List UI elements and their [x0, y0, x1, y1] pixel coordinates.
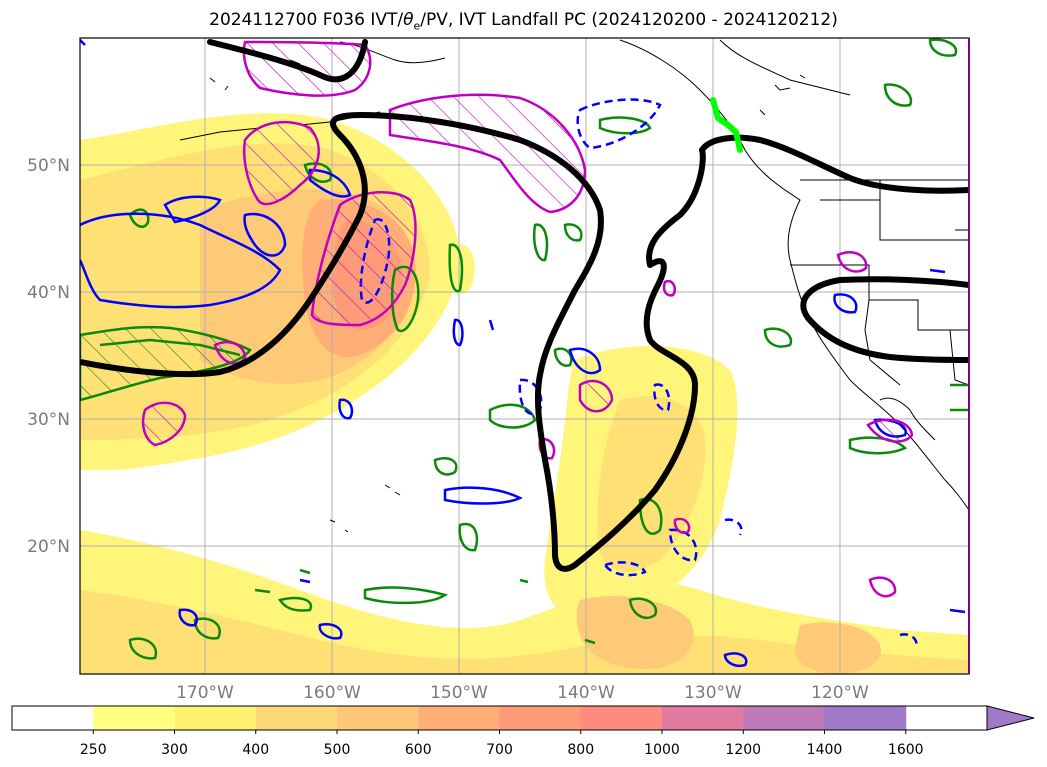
lat-label: 40°N	[27, 283, 70, 303]
colorbar-swatch	[337, 706, 419, 730]
lon-label: 170°W	[176, 683, 234, 703]
lat-label: 30°N	[27, 410, 70, 430]
colorbar-swatch	[499, 706, 582, 730]
colorbar-swatch	[743, 706, 825, 730]
landfall-segment	[710, 97, 743, 153]
lon-label: 130°W	[684, 683, 742, 703]
colorbar-ticks: 250 300 400 500 600 700 800 1000 1200 1400 1600	[80, 730, 924, 758]
colorbar-swatch	[93, 706, 175, 730]
colorbar-tick-label: 1200	[725, 742, 761, 758]
colorbar-tick-label: 700	[486, 742, 513, 758]
colorbar-tick-label: 800	[567, 742, 594, 758]
colorbar-extend-arrow	[986, 705, 1035, 731]
colorbar-tick-label: 1600	[888, 742, 924, 758]
lon-label: 160°W	[303, 683, 361, 703]
colorbar-tick-label: 250	[80, 742, 107, 758]
colorbar-tick-label: 1000	[644, 742, 680, 758]
colorbar-tick-label: 600	[405, 742, 432, 758]
latitude-labels: 50°N 40°N 30°N 20°N	[27, 156, 70, 557]
lon-label: 120°W	[811, 683, 869, 703]
colorbar-swatch	[255, 706, 338, 730]
green-contours	[80, 38, 969, 660]
lat-label: 20°N	[27, 537, 70, 557]
theta-e-contours	[80, 39, 969, 572]
colorbar-tick-label: 400	[242, 742, 269, 758]
lat-label: 50°N	[27, 156, 70, 176]
colorbar-swatch	[580, 706, 663, 730]
colorbar-swatch	[824, 706, 907, 730]
colorbar-tick-label: 500	[324, 742, 351, 758]
longitude-labels: 170°W 160°W 150°W 140°W 130°W 120°W	[176, 683, 869, 703]
colorbar-swatch	[418, 706, 500, 730]
lon-label: 150°W	[430, 683, 488, 703]
colorbar-tick-label: 300	[161, 742, 188, 758]
colorbar-tick-label: 1400	[807, 742, 843, 758]
colorbar-swatch	[662, 706, 744, 730]
colorbar-swatches	[12, 706, 907, 730]
colorbar-swatch	[12, 706, 94, 730]
lon-label: 140°W	[557, 683, 615, 703]
colorbar-swatch	[174, 706, 257, 730]
colorbar: 250 300 400 500 600 700 800 1000 1200 1400 1600	[11, 705, 1035, 758]
map-title: 2024112700 F036 IVT/θe/PV, IVT Landfall …	[209, 10, 838, 33]
